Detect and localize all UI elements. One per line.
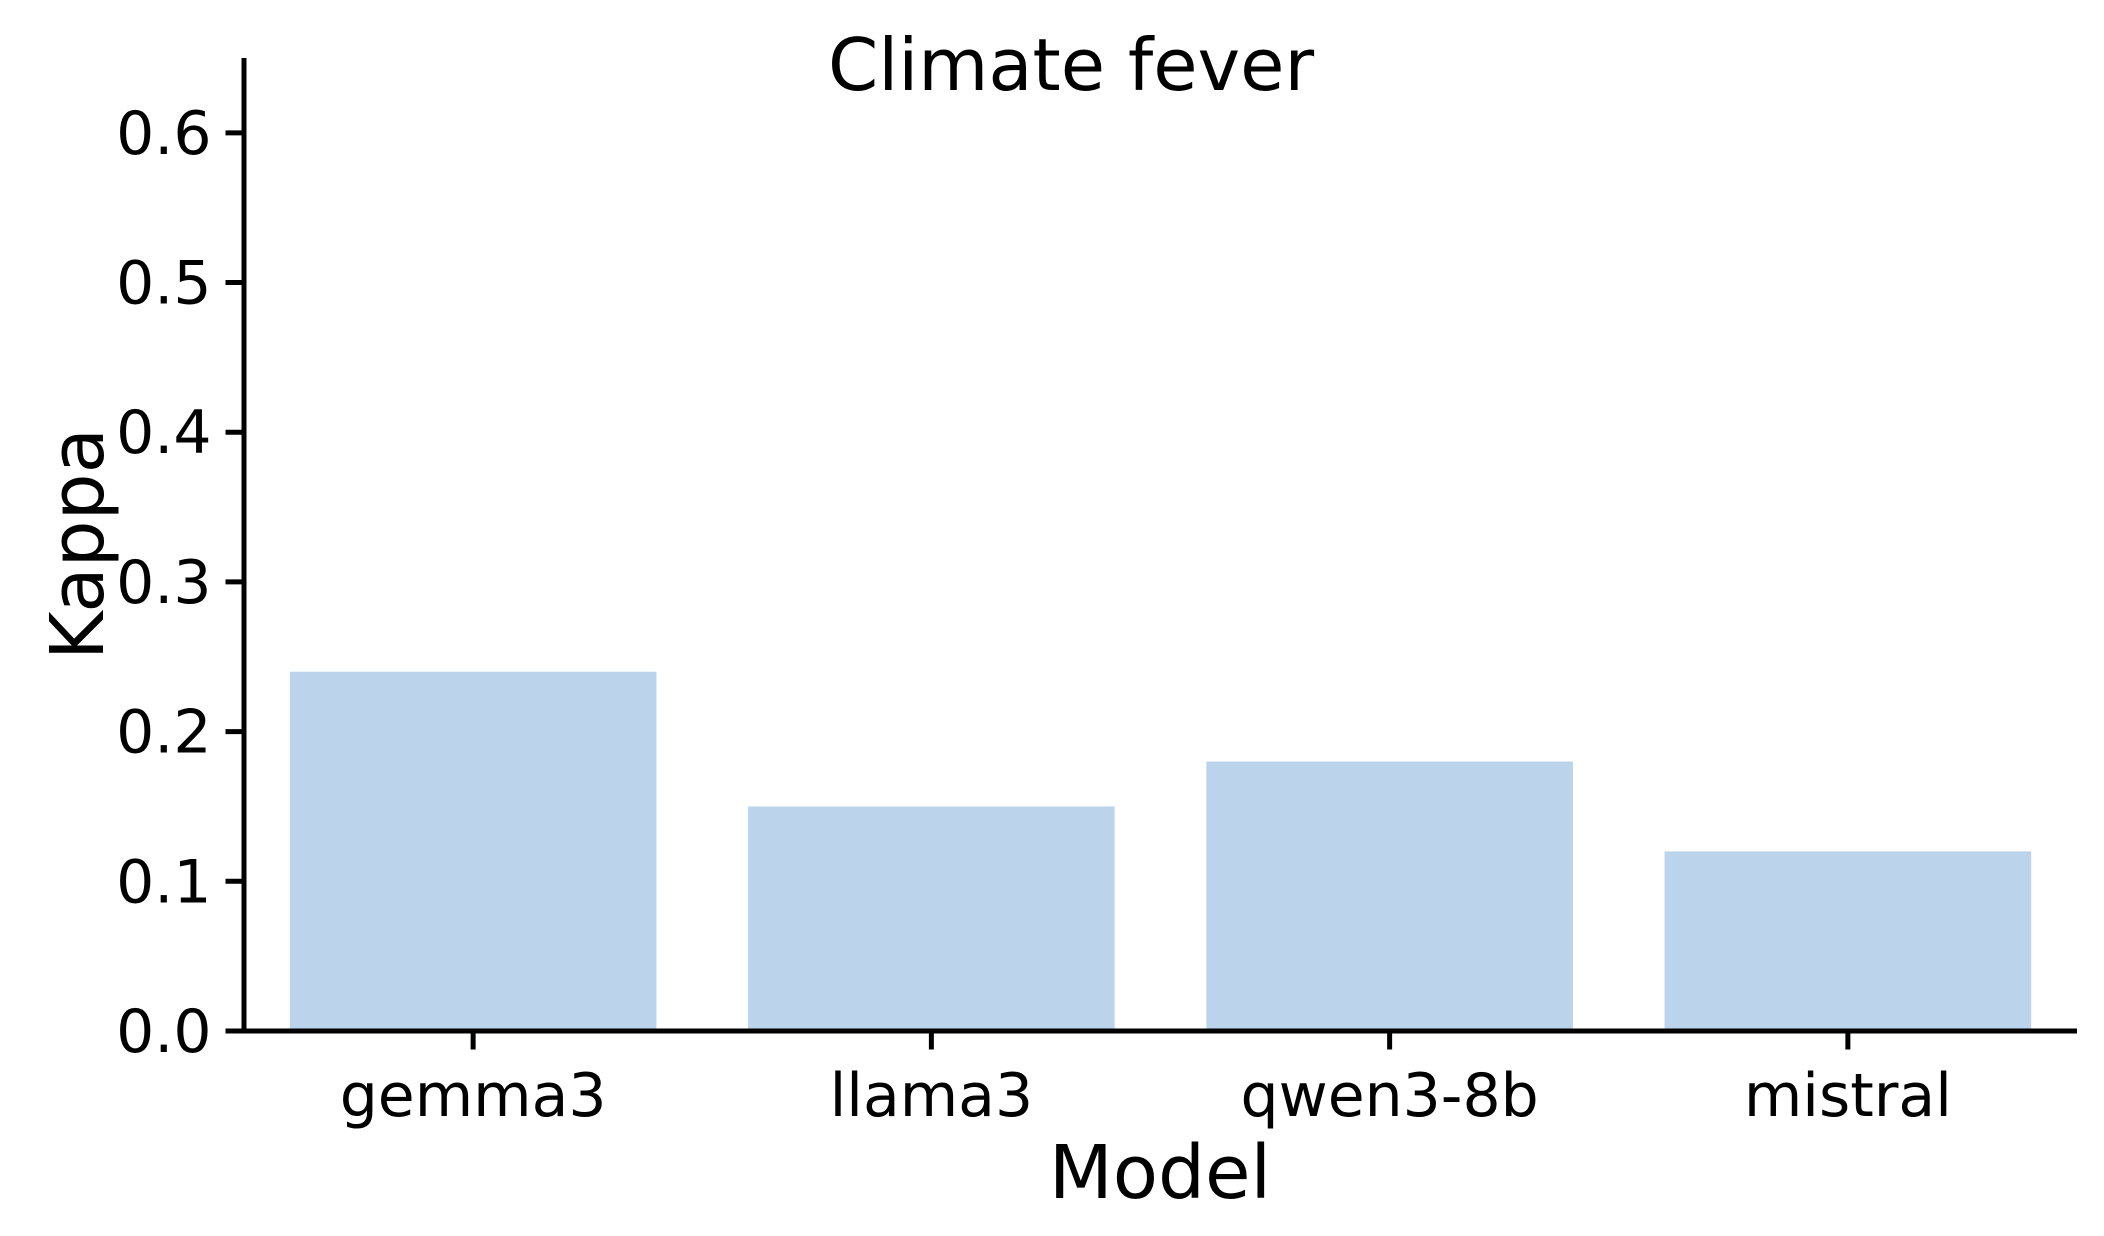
y-tick-label: 0.2 <box>116 698 211 768</box>
axes-group: 0.0 0.1 0.2 0.3 0.4 0.5 0.6 gemma3 llama3 qwen3-8… <box>116 58 2077 1131</box>
x-tick-label: mistral <box>1744 1061 1952 1131</box>
x-tick-label: qwen3-8b <box>1241 1061 1539 1131</box>
x-axis-label: Model <box>1049 1130 1271 1216</box>
y-tick-label: 0.5 <box>116 249 211 319</box>
bar-qwen3-8b <box>1206 761 1573 1031</box>
chart-title: Climate fever <box>828 23 1315 107</box>
y-tick-label: 0.6 <box>116 99 211 169</box>
x-tick-label: llama3 <box>830 1061 1034 1131</box>
bar-mistral <box>1664 851 2032 1031</box>
bar-llama3 <box>748 806 1115 1031</box>
y-axis-label: Kappa <box>35 428 121 660</box>
y-tick-label: 0.1 <box>116 847 211 917</box>
bars-group <box>289 671 2032 1031</box>
bar-gemma3 <box>289 671 657 1031</box>
y-tick-label: 0.4 <box>116 398 211 468</box>
x-tick-label: gemma3 <box>340 1061 607 1131</box>
y-tick-label: 0.0 <box>116 997 211 1067</box>
y-tick-label: 0.3 <box>116 548 211 618</box>
